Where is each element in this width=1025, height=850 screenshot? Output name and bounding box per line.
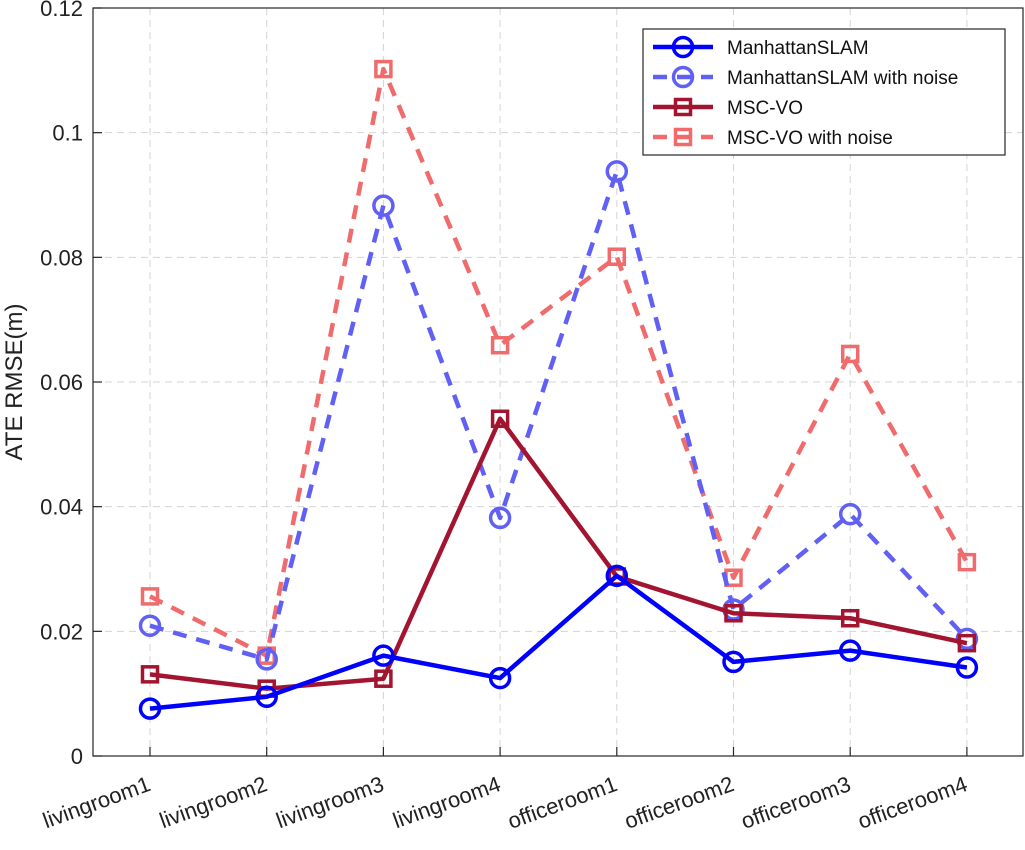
x-tick-label: officeroom2 [621,771,737,834]
data-point [722,650,745,674]
data-point [374,669,393,688]
legend-entry: ManhattanSLAM [653,35,869,59]
x-tick-label: officeroom1 [504,771,620,834]
data-point [374,59,393,79]
series-layer [138,59,979,720]
legend-entry: MSC-VO [653,97,803,119]
data-point [957,633,977,653]
series-line [149,169,969,662]
data-point [607,247,627,266]
series-msc-vo [140,409,977,698]
x-tick-label: livingroom4 [390,771,504,833]
data-point [372,644,395,667]
legend-label: ManhattanSLAM with noise [727,68,958,89]
data-point [724,604,743,623]
x-tick-label: officeroom4 [854,771,970,834]
y-tick-label: 0.12 [40,0,83,21]
legend-label: MSC-VO with noise [727,128,893,149]
legend: ManhattanSLAM ManhattanSLAM with noise MSC… [642,28,1006,156]
y-axis-ticks: 0 0.02 0.04 0.06 0.08 0.1 0.12 [40,0,102,769]
data-point [957,552,977,572]
legend-marker [671,35,695,59]
data-point [488,506,512,530]
series-manhattanslam-with-noise [138,160,979,671]
series-msc-vo-with-noise [140,59,977,665]
legend-marker [673,127,693,147]
legend-marker [673,97,693,117]
data-point [255,648,278,671]
legend-label: MSC-VO [727,98,803,119]
y-tick-label: 0.02 [40,619,83,644]
legend-label: ManhattanSLAM [727,38,869,59]
data-point [138,614,162,637]
data-point [838,639,862,662]
data-point [840,608,860,628]
data-point [138,697,162,720]
y-tick-label: 0.06 [40,370,83,395]
data-point [490,409,510,429]
data-point [840,344,860,364]
series-manhattanslam [138,564,979,720]
data-point [605,160,629,183]
data-point [955,656,979,679]
y-tick-label: 0.08 [40,245,83,270]
y-tick-label: 0 [71,744,83,769]
legend-box [642,28,1006,156]
x-tick-label: livingroom3 [273,771,387,833]
data-point [838,502,862,526]
data-point [140,665,160,684]
legend-entry: MSC-VO with noise [653,127,893,149]
data-point [955,627,979,651]
data-point [490,335,510,355]
legend-entry: ManhattanSLAM with noise [653,65,958,89]
series-line [149,573,968,711]
data-point [255,685,278,709]
series-line [149,416,968,691]
data-point [488,666,512,690]
data-point [140,587,160,606]
data-point [605,564,629,588]
x-tick-label: livingroom2 [156,771,270,833]
data-point [372,194,395,217]
y-tick-label: 0.1 [52,121,83,146]
legend-marker [671,65,695,89]
y-tick-label: 0.04 [40,495,83,520]
x-tick-label: officeroom3 [738,771,854,834]
x-tick-label: livingroom1 [39,771,153,833]
x-axis-ticks: livingroom1 livingroom2 livingroom3 livingr… [39,747,971,834]
y-axis-title: ATE RMSE(m) [1,304,28,461]
